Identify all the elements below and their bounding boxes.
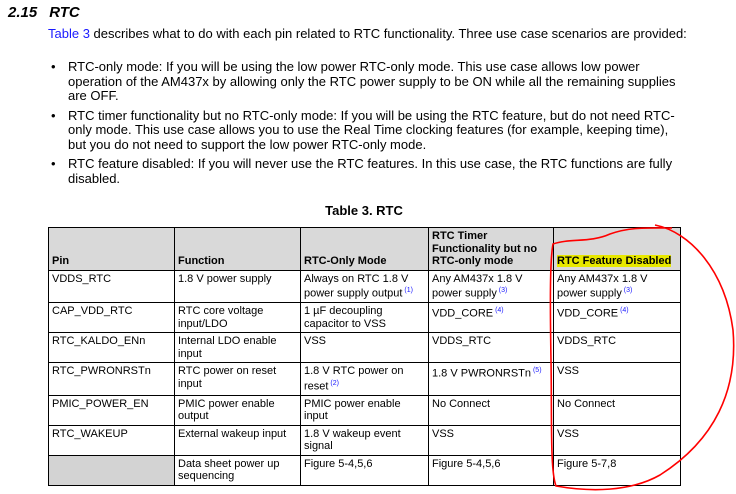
table-cell: 1.8 V RTC power on reset (2) xyxy=(300,362,429,396)
table-cell: VDDS_RTC xyxy=(553,332,681,364)
table-link[interactable]: Table 3 xyxy=(48,26,90,41)
table-cell: PMIC_POWER_EN xyxy=(48,394,175,426)
table-cell: VDDS_RTC xyxy=(48,269,175,304)
table-cell: Figure 5-7,8 xyxy=(553,454,681,486)
list-item: RTC timer functionality but no RTC-only … xyxy=(48,108,688,153)
table-cell: Any AM437x 1.8 V power supply (3) xyxy=(553,269,681,304)
section-heading: 2.15 RTC xyxy=(8,4,80,21)
table-row: VDDS_RTC 1.8 V power supply Always on RTC … xyxy=(48,269,681,304)
table-cell: Always on RTC 1.8 V power supply output … xyxy=(300,269,429,304)
footnote-ref[interactable]: (4) xyxy=(618,307,629,315)
header-label: RTC Timer Functionality but no RTC-only … xyxy=(432,230,538,267)
table-cell: RTC_KALDO_ENn xyxy=(48,332,175,364)
column-header: RTC-Only Mode xyxy=(300,227,429,271)
use-case-list: RTC-only mode: If you will be using the … xyxy=(48,59,688,191)
column-header: Function xyxy=(174,227,301,271)
header-label: Pin xyxy=(52,255,70,267)
column-header: Pin xyxy=(48,227,175,271)
table-row: RTC_PWRONRSTn RTC power on reset input 1.8… xyxy=(48,362,681,396)
table-cell: VDD_CORE (4) xyxy=(553,302,681,334)
table-cell: VSS xyxy=(428,424,554,456)
list-item: RTC feature disabled: If you will never … xyxy=(48,156,688,186)
table-cell: VDD_CORE (4) xyxy=(428,302,554,334)
intro-paragraph: Table 3 describes what to do with each p… xyxy=(48,26,687,41)
table-cell: VSS xyxy=(553,362,681,396)
rtc-table: Pin Function RTC-Only Mode RTC Timer Functi… xyxy=(48,227,681,486)
table-cell: PMIC power enable input xyxy=(300,394,429,426)
table-cell: No Connect xyxy=(428,394,554,426)
footnote-ref[interactable]: (1) xyxy=(402,287,413,294)
footnote-ref[interactable]: (4) xyxy=(493,307,504,315)
table-cell: VDDS_RTC xyxy=(428,332,554,364)
table-cell: RTC power on reset input xyxy=(174,362,301,396)
column-header: RTC Feature Disabled xyxy=(553,227,681,271)
table-cell: RTC core voltage input/LDO xyxy=(174,302,301,334)
header-label: RTC-Only Mode xyxy=(304,255,387,267)
list-item: RTC-only mode: If you will be using the … xyxy=(48,59,688,104)
table-row: RTC_WAKEUP External wakeup input 1.8 V wak… xyxy=(48,424,681,456)
table-cell: Figure 5-4,5,6 xyxy=(300,454,429,486)
footnote-ref[interactable]: (2) xyxy=(328,379,339,387)
footnote-ref[interactable]: (3) xyxy=(496,287,508,294)
table-cell: 1.8 V wakeup event signal xyxy=(300,424,429,456)
table-row: PMIC_POWER_EN PMIC power enable output PMI… xyxy=(48,394,681,426)
header-label: Function xyxy=(178,255,225,267)
table-row: Data sheet power up sequencing Figure 5-4… xyxy=(48,454,681,486)
table-cell: Figure 5-4,5,6 xyxy=(428,454,554,486)
table-caption: Table 3. RTC xyxy=(325,203,403,218)
table-cell: Internal LDO enable input xyxy=(174,332,301,364)
table-cell: VSS xyxy=(300,332,429,364)
table-cell: RTC_PWRONRSTn xyxy=(48,362,175,396)
table-cell: External wakeup input xyxy=(174,424,301,456)
column-header: RTC Timer Functionality but no RTC-only … xyxy=(428,227,554,271)
table-cell: VSS xyxy=(553,424,681,456)
table-row: RTC_KALDO_ENn Internal LDO enable input VS… xyxy=(48,332,681,364)
table-cell: No Connect xyxy=(553,394,681,426)
table-cell: Data sheet power up sequencing xyxy=(174,454,301,486)
highlighted-header-label: RTC Feature Disabled xyxy=(557,255,672,267)
table-cell xyxy=(48,454,175,486)
footnote-ref[interactable]: (3) xyxy=(621,287,633,294)
footnote-ref[interactable]: (5) xyxy=(531,367,542,375)
table-cell: 1.8 V power supply xyxy=(174,269,301,304)
annotation-stroke xyxy=(549,224,735,491)
